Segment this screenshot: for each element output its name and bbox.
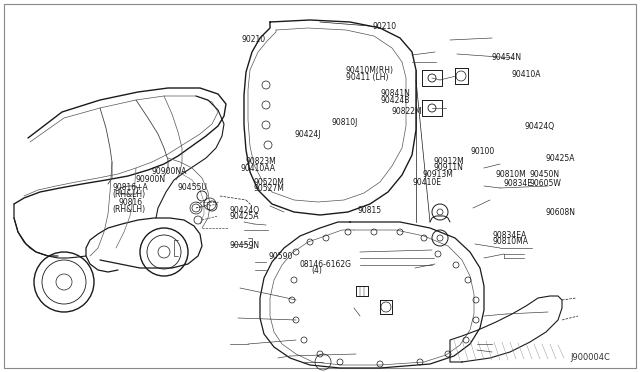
Text: (RH&LH): (RH&LH) [113, 205, 146, 214]
Text: 90520M: 90520M [253, 178, 284, 187]
Text: 90605W: 90605W [530, 179, 562, 187]
Text: 90455U: 90455U [178, 183, 208, 192]
Text: 90527M: 90527M [253, 185, 284, 193]
Text: 90450N: 90450N [530, 170, 560, 179]
Text: 90210: 90210 [242, 35, 266, 44]
Text: 90810MA: 90810MA [493, 237, 529, 246]
Text: 90424Q: 90424Q [525, 122, 555, 131]
Text: 90834EA: 90834EA [493, 231, 527, 240]
Text: 90911N: 90911N [434, 163, 464, 172]
Text: 90822M: 90822M [392, 107, 422, 116]
Text: 90410M(RH): 90410M(RH) [346, 66, 394, 75]
Text: 90815: 90815 [357, 206, 381, 215]
Text: 90425A: 90425A [545, 154, 575, 163]
Text: 90841N: 90841N [380, 89, 410, 98]
Text: 90410A: 90410A [512, 70, 541, 79]
Text: 90590: 90590 [269, 252, 293, 261]
Text: 90608N: 90608N [546, 208, 576, 217]
Text: 90913M: 90913M [422, 170, 453, 179]
Text: 90411 (LH): 90411 (LH) [346, 73, 388, 81]
Text: 90424J: 90424J [294, 130, 321, 139]
Text: 90900N: 90900N [136, 175, 166, 184]
Text: 90900NA: 90900NA [152, 167, 187, 176]
Text: 90100: 90100 [470, 147, 495, 156]
Text: 90424Q: 90424Q [229, 206, 259, 215]
Text: (4): (4) [312, 266, 323, 275]
Text: 90823M: 90823M [246, 157, 276, 166]
Text: 90810J: 90810J [332, 118, 358, 126]
Text: 90410AA: 90410AA [241, 164, 276, 173]
Text: 90454N: 90454N [492, 53, 522, 62]
Text: 90810M: 90810M [495, 170, 526, 179]
Text: 90210: 90210 [373, 22, 397, 31]
Text: 90410E: 90410E [413, 178, 442, 187]
Text: 90425A: 90425A [229, 212, 259, 221]
Text: 08146-6162G: 08146-6162G [300, 260, 351, 269]
Text: 90816: 90816 [118, 198, 143, 207]
Text: 90816+A: 90816+A [113, 183, 148, 192]
Text: 90834E: 90834E [503, 179, 532, 187]
Text: 90459N: 90459N [229, 241, 259, 250]
Text: (RH&LH): (RH&LH) [113, 190, 146, 199]
Text: 90424B: 90424B [380, 96, 410, 105]
Text: 90912M: 90912M [434, 157, 465, 166]
Text: J900004C: J900004C [570, 353, 610, 362]
